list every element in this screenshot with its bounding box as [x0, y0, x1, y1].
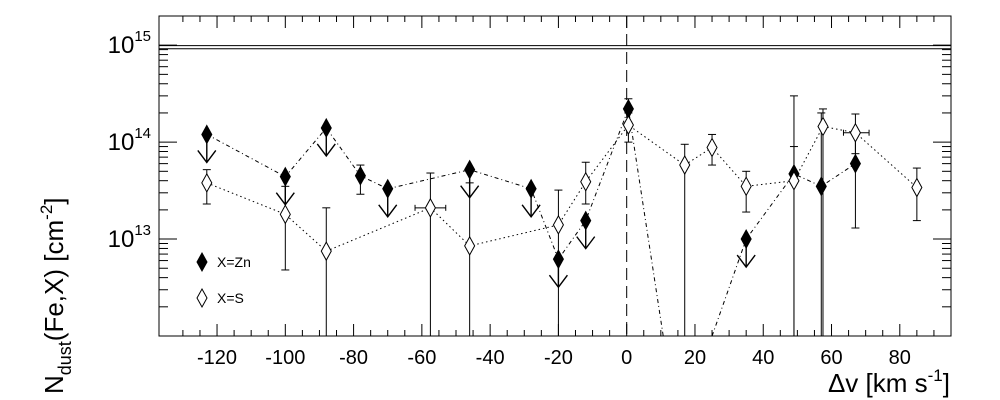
upper-limit-arrowhead [736, 254, 756, 269]
x-tick-label: 80 [889, 347, 911, 369]
data-point [354, 165, 366, 186]
data-point [320, 117, 332, 138]
data-point [464, 235, 476, 256]
data-point [201, 172, 213, 193]
data-point [706, 137, 718, 158]
x-tick-label: -80 [339, 347, 368, 369]
data-point [201, 124, 213, 145]
plot-content [159, 16, 951, 336]
legend-label-s: X=S [217, 290, 244, 306]
data-point [525, 178, 537, 199]
x-tick-label: -20 [544, 347, 573, 369]
x-axis-title: Δv [km s-1] [828, 366, 950, 398]
upper-limit-arrowhead [521, 204, 541, 218]
x-tick-label: -40 [476, 347, 505, 369]
data-point [788, 170, 800, 191]
x-tick-label: 40 [752, 347, 774, 369]
upper-limit-arrowhead [197, 150, 217, 164]
data-point [279, 166, 291, 187]
legend-label-zn: X=Zn [217, 254, 251, 270]
x-tick-label: 0 [621, 347, 632, 369]
legend-marker-zn [196, 251, 208, 273]
x-tick-label: -120 [197, 347, 237, 369]
legend-marker-s [196, 287, 208, 309]
data-point [740, 176, 752, 197]
plot-frame [158, 15, 952, 337]
data-point [464, 159, 476, 180]
axes: -120 -100 -80 -60 -40 -20 0 20 40 60 80 1013 1014 101… [108, 15, 951, 369]
upper-limit-arrowhead [576, 236, 596, 250]
series-1 [201, 108, 923, 336]
y-tick-label: 1015 [108, 28, 151, 59]
data-point [622, 115, 634, 136]
upper-limit-arrowhead [316, 143, 336, 158]
data-point [320, 241, 332, 262]
data-point [911, 177, 923, 198]
data-point [580, 210, 592, 231]
y-tick-label: 1013 [108, 222, 151, 253]
data-point [815, 176, 827, 197]
x-tick-label: -100 [265, 347, 305, 369]
upper-limit-arrowhead [378, 204, 398, 218]
x-tick-label: 60 [820, 347, 842, 369]
data-point [817, 116, 829, 137]
data-point [679, 155, 691, 176]
x-tick-label: -60 [407, 347, 436, 369]
legend-entry-s: X=S [196, 287, 244, 309]
data-point [382, 178, 394, 199]
series-line-0 [206, 106, 856, 336]
data-point [849, 153, 861, 174]
legend: X=Zn X=S [196, 251, 251, 309]
data-point [740, 229, 752, 250]
data-point [849, 122, 861, 143]
legend-entry-zn: X=Zn [196, 251, 251, 273]
y-axis-title: Ndust(Fe,X) [cm-2] [37, 197, 75, 394]
data-point [424, 197, 436, 218]
x-tick-label: 20 [684, 347, 706, 369]
data-point [552, 214, 564, 235]
data-point [580, 171, 592, 192]
data-point [279, 204, 291, 225]
y-tick-label: 1014 [108, 125, 151, 156]
